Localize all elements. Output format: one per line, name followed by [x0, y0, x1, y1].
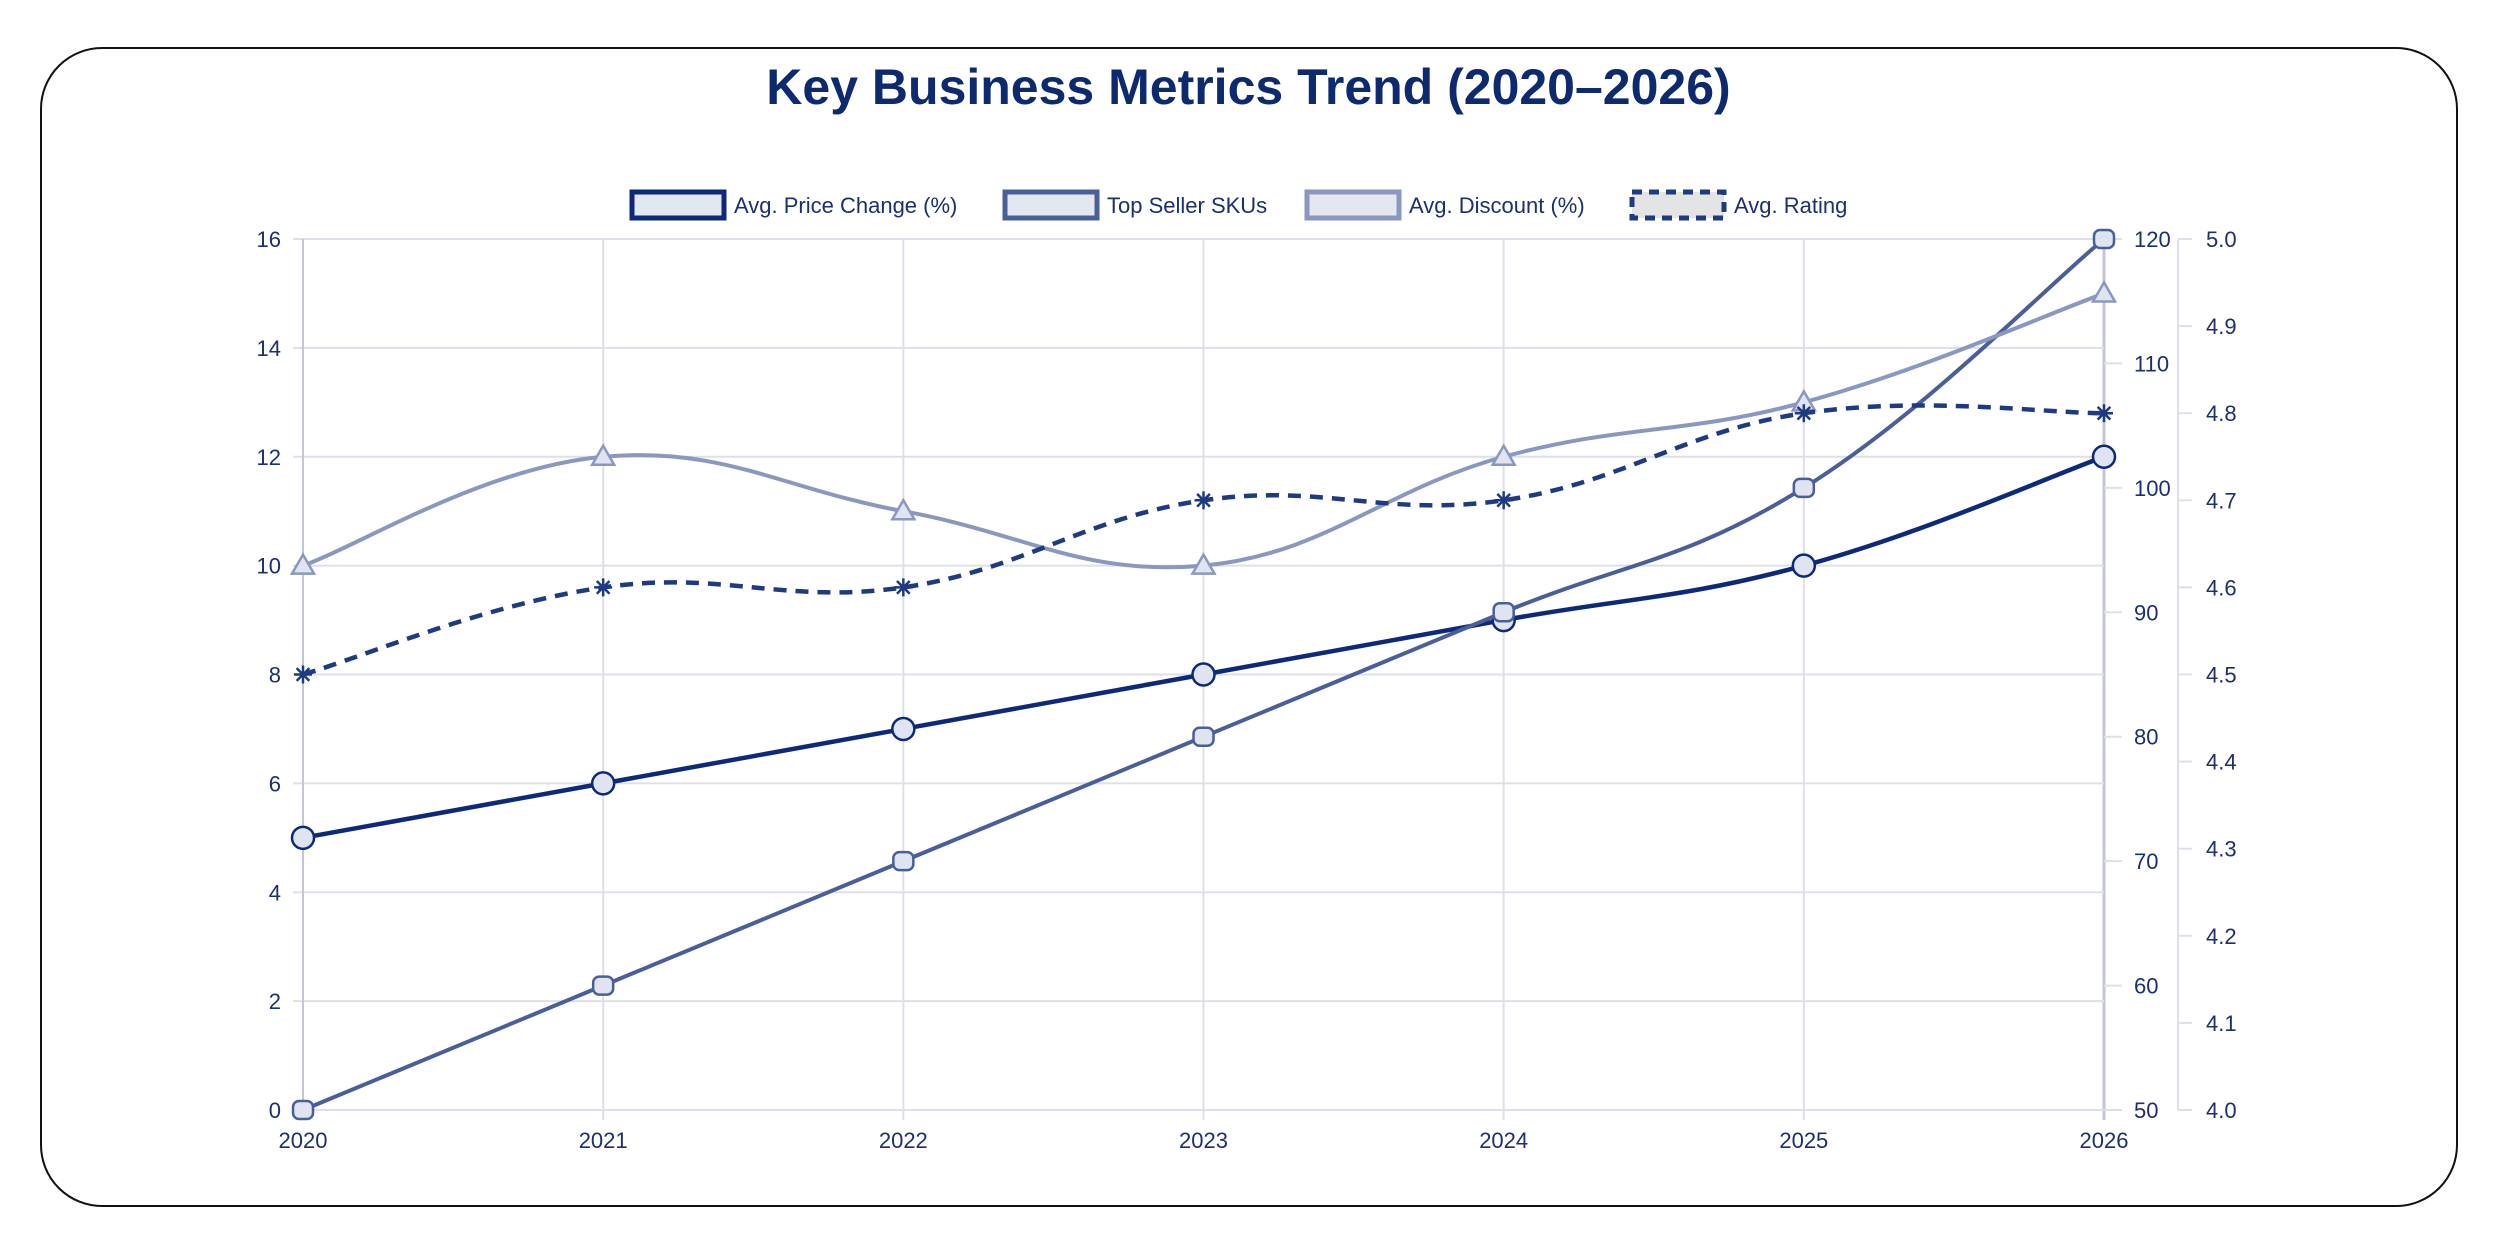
y-left-tick-label: 12 [257, 445, 281, 470]
data-point-triangle[interactable] [890, 497, 917, 521]
legend-label: Top Seller SKUs [1107, 193, 1267, 218]
series-avg-price-change- [290, 444, 2117, 851]
data-point-circle[interactable] [590, 771, 616, 796]
y-right2-tick-label: 4.5 [2206, 663, 2237, 688]
x-tick-label: 2024 [1479, 1128, 1528, 1153]
x-tick-label: 2021 [579, 1128, 628, 1153]
data-point-circle[interactable] [2091, 444, 2117, 469]
y-left-tick-label: 16 [257, 227, 281, 252]
y-right2-tick-label: 4.4 [2206, 750, 2237, 775]
legend-item[interactable]: Avg. Price Change (%) [629, 189, 957, 221]
y-left-tick-label: 10 [257, 554, 281, 579]
y-right2-tick-label: 5.0 [2206, 227, 2237, 252]
data-point-circle[interactable] [1791, 553, 1817, 578]
y-right1-tick-label: 80 [2134, 725, 2158, 750]
data-point-triangle[interactable] [1190, 552, 1217, 575]
y-right2-tick-label: 4.2 [2206, 924, 2237, 949]
x-tick-label: 2025 [1779, 1128, 1828, 1153]
legend-label: Avg. Price Change (%) [734, 193, 957, 218]
y-right2-tick-label: 4.8 [2206, 401, 2237, 426]
data-point-star[interactable] [1494, 491, 1513, 510]
y-right1-tick-label: 90 [2134, 600, 2158, 625]
data-point-star[interactable] [2095, 404, 2113, 423]
legend-item[interactable]: Avg. Rating [1629, 189, 1847, 221]
chart-frame [40, 47, 2458, 1207]
data-point-circle[interactable] [290, 825, 316, 851]
y-left-tick-label: 2 [269, 989, 281, 1014]
data-point-star[interactable] [294, 665, 312, 684]
legend-label: Avg. Discount (%) [1409, 193, 1585, 218]
x-tick-label: 2023 [1179, 1128, 1228, 1153]
y-right2-tick-label: 4.9 [2206, 314, 2237, 339]
legend-item[interactable]: Avg. Discount (%) [1304, 189, 1585, 221]
y-right1-tick-label: 110 [2134, 351, 2169, 376]
data-point-star[interactable] [894, 578, 913, 597]
data-point-triangle[interactable] [589, 443, 617, 466]
data-point-circle[interactable] [891, 716, 916, 742]
data-point-rounded-square[interactable] [591, 975, 615, 996]
y-right2-tick-label: 4.7 [2206, 488, 2237, 513]
y-left-tick-label: 0 [269, 1098, 281, 1123]
data-point-rounded-square[interactable] [892, 850, 915, 872]
data-point-triangle[interactable] [289, 552, 317, 575]
data-point-rounded-square[interactable] [1192, 726, 1215, 747]
y-right1-tick-label: 70 [2134, 849, 2158, 874]
data-point-rounded-square[interactable] [291, 1099, 315, 1121]
series-avg-rating [294, 403, 2113, 684]
y-right2-tick-label: 4.1 [2206, 1011, 2237, 1036]
x-tick-label: 2020 [279, 1128, 328, 1153]
data-point-rounded-square[interactable] [1792, 477, 1816, 499]
legend-swatch [1002, 189, 1100, 221]
series-avg-discount- [289, 279, 2118, 575]
data-point-circle[interactable] [1191, 662, 1216, 687]
y-right1-tick-label: 100 [2134, 476, 2171, 501]
legend: Avg. Price Change (%) Top Seller SKUs Avg.… [629, 189, 1847, 221]
legend-label: Avg. Rating [1734, 193, 1847, 218]
y-right2-tick-label: 4.6 [2206, 575, 2237, 600]
y-right1-tick-label: 120 [2134, 227, 2171, 252]
legend-swatch [629, 189, 727, 221]
y-left-tick-label: 14 [257, 336, 281, 361]
legend-swatch [1304, 189, 1402, 221]
series-top-seller-skus [291, 228, 2116, 1121]
x-tick-label: 2026 [2080, 1128, 2129, 1153]
legend-swatch [1629, 189, 1727, 221]
data-point-triangle[interactable] [2090, 279, 2118, 303]
data-point-rounded-square[interactable] [2092, 228, 2116, 250]
y-right1-tick-label: 60 [2134, 974, 2158, 999]
data-point-star[interactable] [1194, 491, 1213, 510]
data-point-star[interactable] [594, 578, 613, 597]
y-right1-tick-label: 50 [2134, 1098, 2158, 1123]
y-left-tick-label: 6 [269, 771, 281, 796]
data-point-rounded-square[interactable] [1492, 602, 1515, 623]
x-tick-label: 2022 [879, 1128, 928, 1153]
y-left-tick-label: 4 [269, 880, 281, 905]
y-right2-tick-label: 4.3 [2206, 837, 2237, 862]
data-point-triangle[interactable] [1490, 443, 1517, 466]
chart-title: Key Business Metrics Trend (2020–2026) [766, 59, 1731, 115]
legend-item[interactable]: Top Seller SKUs [1002, 189, 1267, 221]
y-left-tick-label: 8 [269, 663, 281, 688]
data-point-star[interactable] [1794, 404, 1813, 423]
y-right2-tick-label: 4.0 [2206, 1098, 2237, 1123]
